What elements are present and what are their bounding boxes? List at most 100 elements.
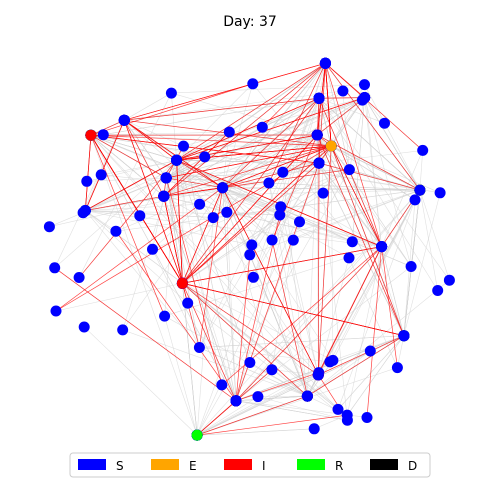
edge — [403, 192, 441, 336]
edge — [318, 63, 326, 99]
edge-infected — [123, 120, 165, 197]
node-S — [171, 154, 183, 166]
edge-infected — [85, 195, 164, 211]
edge — [329, 189, 421, 363]
edge-infected — [182, 282, 404, 337]
node-S — [343, 164, 355, 176]
edge-infected — [55, 187, 223, 312]
edge — [318, 98, 438, 291]
edge-infected — [325, 63, 423, 151]
legend-label-D: D — [408, 459, 417, 473]
node-S — [79, 205, 91, 217]
edge — [307, 279, 450, 397]
edge — [90, 134, 164, 197]
node-S — [294, 216, 305, 228]
edge — [187, 302, 308, 397]
edge — [253, 162, 320, 278]
edge — [90, 134, 420, 191]
edge-infected — [366, 246, 382, 418]
edge — [124, 92, 172, 121]
node-S — [244, 357, 256, 368]
edge — [222, 134, 318, 188]
edge-infected — [176, 97, 320, 161]
edge — [183, 146, 237, 401]
edge — [196, 277, 254, 436]
edge-infected — [317, 163, 320, 375]
node-S — [313, 157, 325, 169]
edge — [318, 98, 332, 147]
edge — [222, 187, 273, 241]
node-S — [308, 423, 320, 435]
edge — [332, 189, 421, 361]
node-S — [118, 114, 130, 126]
edge — [165, 177, 200, 348]
edge — [318, 257, 350, 375]
node-S — [73, 272, 85, 283]
edge — [352, 97, 365, 242]
node-S — [324, 356, 336, 368]
edge — [103, 97, 320, 135]
node-S — [263, 177, 275, 189]
edge — [166, 177, 382, 247]
node-S — [43, 221, 55, 233]
node-S — [159, 310, 171, 322]
edge — [176, 159, 353, 242]
edge — [176, 160, 251, 363]
edge — [199, 347, 330, 363]
edge-infected — [115, 231, 237, 401]
edge — [364, 84, 421, 191]
edge — [90, 135, 198, 436]
edge — [307, 350, 371, 397]
node-S — [216, 379, 228, 391]
edge — [124, 90, 343, 121]
edge-infected — [90, 119, 125, 136]
edge-infected — [316, 134, 405, 336]
edge-infected — [124, 119, 177, 161]
node-S — [376, 241, 388, 253]
edge-infected — [163, 187, 223, 197]
node-S — [147, 243, 158, 255]
node-S — [361, 412, 373, 423]
edge-infected — [90, 134, 320, 164]
edge — [318, 162, 382, 247]
edge — [84, 326, 198, 436]
edge — [318, 97, 385, 124]
edge-infected — [235, 214, 281, 401]
node-S — [81, 175, 93, 187]
edge — [271, 369, 319, 376]
edge — [85, 210, 214, 218]
node-S — [230, 395, 242, 407]
edge — [419, 189, 450, 281]
edge — [213, 189, 420, 218]
node-S — [346, 236, 358, 248]
node-S — [301, 390, 313, 402]
chart-title: Day: 37 — [223, 14, 277, 30]
node-S — [78, 321, 90, 333]
edge — [381, 150, 423, 247]
edge — [222, 187, 308, 397]
edge-infected — [271, 239, 308, 397]
node-S — [332, 403, 344, 415]
edge — [85, 187, 223, 211]
edge-infected — [330, 145, 382, 247]
edge — [271, 189, 421, 241]
legend-swatch-R — [297, 459, 325, 470]
edge-infected — [197, 414, 348, 436]
node-S — [391, 362, 403, 374]
edge — [196, 360, 334, 436]
edge — [257, 396, 348, 421]
edge — [49, 177, 167, 227]
edge-infected — [166, 145, 332, 179]
edge — [222, 97, 365, 188]
edge — [196, 217, 214, 436]
edge-infected — [318, 97, 365, 99]
edge-infected — [163, 196, 183, 284]
edge — [268, 182, 308, 397]
edge — [196, 372, 319, 436]
edge — [235, 395, 308, 402]
node-S — [247, 78, 259, 90]
edge-infected — [222, 187, 319, 376]
edge — [318, 98, 450, 281]
edge-infected — [235, 246, 382, 402]
